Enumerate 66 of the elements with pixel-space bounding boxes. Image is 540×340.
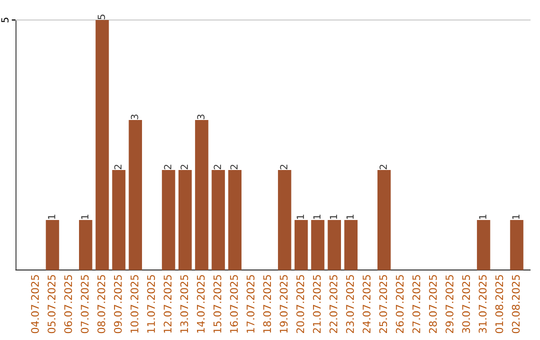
x-tick-label: 25.07.2025 bbox=[379, 275, 388, 334]
data-label: 2 bbox=[180, 164, 188, 170]
x-tick-label: 14.07.2025 bbox=[196, 275, 205, 333]
x-tick-label: 17.07.2025 bbox=[246, 275, 254, 333]
data-label: 2 bbox=[164, 164, 172, 170]
bar bbox=[212, 170, 225, 270]
bar bbox=[377, 170, 391, 270]
bar bbox=[96, 20, 109, 270]
bar bbox=[510, 220, 524, 270]
x-tick-label: 18.07.2025 bbox=[263, 275, 272, 333]
x-tick-label: 20.07.2025 bbox=[296, 275, 304, 334]
data-label: 2 bbox=[280, 164, 288, 170]
bar bbox=[46, 220, 60, 270]
data-label: 1 bbox=[330, 214, 338, 219]
bar bbox=[79, 220, 92, 270]
x-tick-label: 02.08.2025 bbox=[512, 275, 520, 334]
bar bbox=[195, 120, 208, 270]
x-tick-label: 22.07.2025 bbox=[329, 275, 338, 334]
data-label: 2 bbox=[230, 164, 238, 170]
x-tick-label: 23.07.2025 bbox=[346, 275, 354, 334]
x-tick-label: 29.07.2025 bbox=[446, 275, 454, 334]
x-tick-label: 21.07.2025 bbox=[312, 275, 321, 334]
x-tick-label: 24.07.2025 bbox=[362, 275, 371, 334]
bar bbox=[128, 120, 142, 270]
x-tick-label: 15.07.2025 bbox=[213, 275, 222, 333]
data-label: 1 bbox=[81, 214, 88, 219]
x-tick-label: 11.07.2025 bbox=[147, 275, 155, 333]
x-tick-label: 05.07.2025 bbox=[48, 275, 56, 334]
data-label: 1 bbox=[479, 214, 486, 219]
bar bbox=[476, 220, 490, 270]
data-label: 3 bbox=[197, 114, 205, 120]
data-label: 1 bbox=[313, 214, 320, 219]
data-label: 1 bbox=[296, 214, 304, 219]
bar bbox=[294, 220, 308, 270]
data-label: 2 bbox=[114, 164, 122, 170]
bar bbox=[178, 170, 192, 270]
data-label: 1 bbox=[48, 214, 56, 219]
bar bbox=[278, 170, 292, 270]
x-tick-label: 27.07.2025 bbox=[412, 275, 420, 334]
bar bbox=[311, 220, 324, 270]
x-tick-label: 01.08.2025 bbox=[495, 275, 504, 334]
x-tick-label: 10.07.2025 bbox=[130, 275, 138, 333]
x-tick-label: 16.07.2025 bbox=[230, 275, 238, 333]
x-tick-label: 07.07.2025 bbox=[80, 275, 89, 334]
data-label: 3 bbox=[130, 114, 138, 120]
x-tick-label: 06.07.2025 bbox=[64, 275, 72, 334]
x-tick-label: 26.07.2025 bbox=[396, 275, 404, 334]
data-label: 5 bbox=[98, 14, 106, 20]
x-tick-label: 31.07.2025 bbox=[478, 275, 487, 334]
data-label: 1 bbox=[346, 214, 354, 219]
x-tick-label: 09.07.2025 bbox=[114, 275, 122, 334]
x-tick-label: 08.07.2025 bbox=[97, 275, 106, 334]
data-label: 1 bbox=[512, 214, 520, 219]
bar bbox=[344, 220, 358, 270]
bar bbox=[162, 170, 176, 270]
x-tick-label: 19.07.2025 bbox=[280, 275, 288, 333]
x-tick-label: 13.07.2025 bbox=[180, 275, 188, 333]
x-tick-label: 04.07.2025 bbox=[31, 275, 39, 334]
data-label: 2 bbox=[380, 164, 387, 170]
x-tick-label: 12.07.2025 bbox=[164, 275, 172, 333]
bar bbox=[112, 170, 126, 270]
x-tick-label: 28.07.2025 bbox=[428, 275, 437, 334]
bar bbox=[228, 170, 242, 270]
data-label: 2 bbox=[214, 164, 221, 170]
x-tick-label: 30.07.2025 bbox=[462, 275, 470, 334]
bar bbox=[328, 220, 341, 270]
